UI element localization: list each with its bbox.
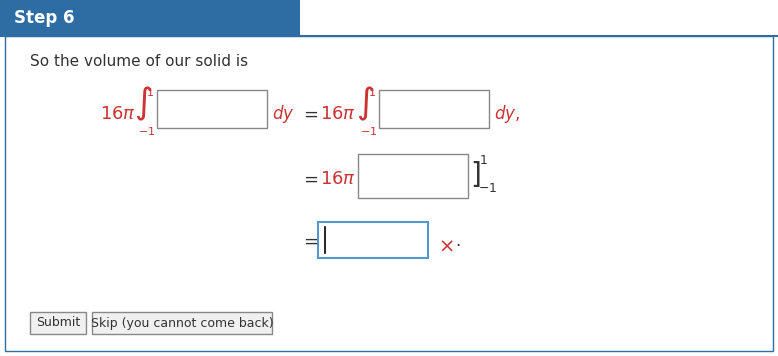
Text: So the volume of our solid is: So the volume of our solid is — [30, 53, 248, 68]
Text: $-1$: $-1$ — [138, 125, 156, 137]
FancyBboxPatch shape — [358, 154, 468, 198]
FancyBboxPatch shape — [0, 0, 300, 36]
FancyBboxPatch shape — [379, 90, 489, 128]
FancyBboxPatch shape — [157, 90, 267, 128]
Text: $16\pi$: $16\pi$ — [320, 105, 356, 123]
Text: $-1$: $-1$ — [360, 125, 377, 137]
Text: 1: 1 — [480, 153, 488, 167]
FancyBboxPatch shape — [318, 222, 428, 258]
Text: $-1$: $-1$ — [478, 182, 497, 194]
FancyBboxPatch shape — [5, 36, 773, 351]
Text: $=$: $=$ — [300, 105, 319, 123]
Text: $\times$: $\times$ — [438, 236, 454, 256]
Text: Submit: Submit — [36, 316, 80, 330]
Text: 1: 1 — [369, 88, 376, 98]
Text: $\int$: $\int$ — [356, 85, 374, 123]
Text: $dy,$: $dy,$ — [494, 103, 520, 125]
Text: Skip (you cannot come back): Skip (you cannot come back) — [91, 316, 273, 330]
Text: $=$: $=$ — [300, 170, 319, 188]
FancyBboxPatch shape — [30, 312, 86, 334]
Text: $dy$: $dy$ — [272, 103, 295, 125]
Text: Step 6: Step 6 — [14, 9, 75, 27]
Text: .: . — [455, 232, 461, 250]
Text: $=$: $=$ — [300, 232, 319, 250]
Text: 1: 1 — [147, 88, 154, 98]
Text: $16\pi$: $16\pi$ — [320, 170, 356, 188]
Text: $16\pi$: $16\pi$ — [100, 105, 136, 123]
FancyBboxPatch shape — [92, 312, 272, 334]
Text: $\int$: $\int$ — [134, 85, 152, 123]
Text: $]$: $]$ — [470, 159, 481, 189]
